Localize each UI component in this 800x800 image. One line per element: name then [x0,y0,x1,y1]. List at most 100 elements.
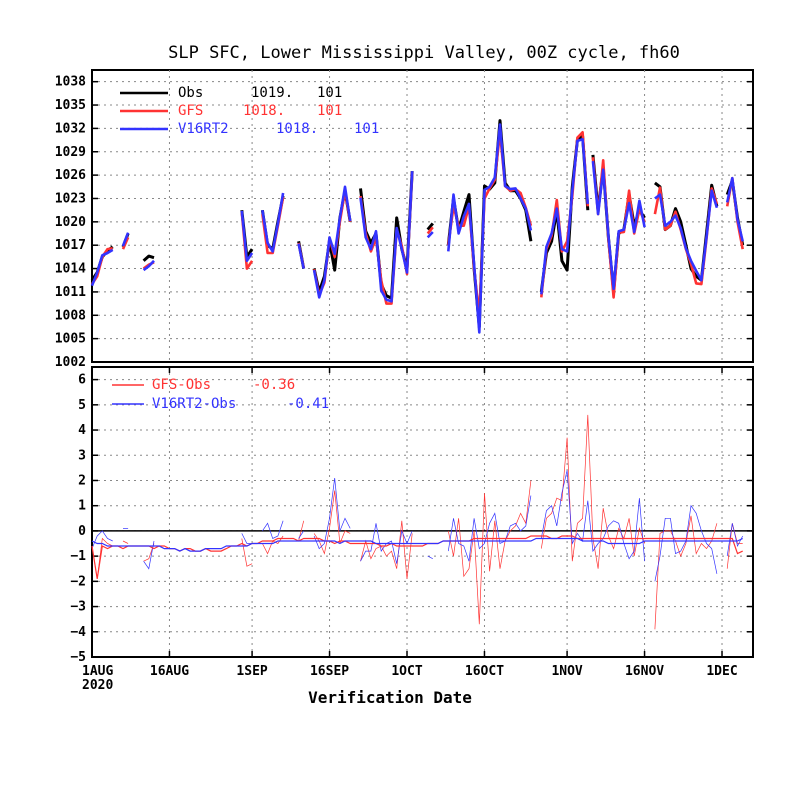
legend-label-obs: Obs [178,85,203,101]
series-line-gfs-obs-daily [122,540,129,544]
series-line-gfs-obs-daily [540,414,645,569]
slp-y-tick-label: 1023 [55,191,86,206]
slp-y-tick-label: 1014 [55,262,86,277]
series-line-v16rt2 [121,232,130,247]
diff-y-tick-label: 4 [78,423,86,438]
slp-y-tick-label: 1002 [55,355,86,370]
series-line-gfs [121,236,130,250]
diff-y-tick-label: 0 [78,524,86,539]
x-tick-label: 1DEC [706,664,737,679]
series-line-obs [312,189,352,294]
series-line-gfs [540,131,590,298]
legend-mean-v16rt2: 1018. [276,121,318,137]
series-line-v16rt2-obs-daily [540,470,645,562]
slp-panel-frame [91,69,754,363]
series-line-v16rt2-obs-daily [298,530,304,539]
series-line-v16rt2 [426,231,434,239]
slp-legend: Obs 1019. 101 GFS 1018. 101 V16RT2 1018.… [120,85,379,137]
x-tick-label: 16NOV [625,664,664,679]
legend-label-gfs: GFS [178,103,203,119]
legend-mean-obs: 1019. [251,85,293,101]
legend-mean-v16rt2-obs: -0.41 [287,396,329,412]
slp-series [90,119,745,334]
slp-y-tick-label: 1005 [55,332,86,347]
legend-mean-gfs-obs: -0.36 [253,377,295,393]
series-line-gfs-obs-mean [91,535,743,579]
legend-mean-gfs: 1018. [243,103,285,119]
series-line-v16rt2 [654,189,719,282]
x-tick-label: 1NOV [551,664,582,679]
x-tick-label: 16OCT [465,664,504,679]
diff-y-tick-label: 1 [78,499,86,514]
diff-grid [92,367,753,657]
series-line-obs [426,222,434,231]
series-line-v16rt2 [240,210,254,263]
series-line-v16rt2-obs-daily [143,540,155,570]
series-line-gfs-obs-daily [241,538,253,567]
slp-y-tick-label: 1017 [55,238,86,253]
diff-y-tick-label: −5 [70,650,86,665]
series-line-v16rt2 [447,123,533,334]
series-line-v16rt2-obs-mean [91,537,743,552]
slp-y-tick-label: 1029 [55,145,86,160]
series-line-obs [359,171,414,300]
diff-series [91,414,744,630]
series-line-obs [142,254,155,262]
series-line-v16rt2-obs-daily [262,520,284,539]
series-line-gfs-obs-daily [313,490,351,555]
x-tick-label: 16SEP [310,664,349,679]
diff-y-tick-label: 3 [78,448,86,463]
series-line-v16rt2 [297,243,305,269]
series-line-gfs [591,157,646,299]
legend-label-v16rt2-obs: V16RT2-Obs [152,396,236,412]
series-line-v16rt2 [90,248,114,287]
series-line-v16rt2-obs-daily [313,477,351,550]
diff-panel: −5 −4 −3 −2 −1 0 1 2 3 4 5 6 GFS-Obs -0.36 V16RT2-O… [70,366,754,693]
chart-title: SLP SFC, Lower Mississippi Valley, 00Z c… [168,43,680,63]
slp-y-tick-label: 1008 [55,308,86,323]
slp-y-tick-label: 1011 [55,285,86,300]
diff-y-tick-label: 6 [78,373,86,388]
series-line-gfs [359,171,414,305]
diff-y-tick-label: −1 [70,549,86,564]
slp-y-tick-label: 1038 [55,75,86,90]
series-line-v16rt2 [312,185,352,299]
x-tick-label: 16AUG [150,664,189,679]
series-line-v16rt2 [725,176,744,242]
x-tick-year: 2020 [82,678,113,693]
slp-y-tick-label: 1026 [55,168,86,183]
slp-y-ticks: 1002 1005 1008 1011 1014 1017 1020 1023 1026 1029… [55,75,753,370]
diff-y-tick-label: 5 [78,398,86,413]
diff-panel-frame [91,366,754,658]
series-line-v16rt2-obs-daily [241,533,253,544]
legend-label-v16rt2: V16RT2 [178,121,229,137]
series-line-gfs-obs-daily [360,520,413,579]
diff-y-tick-label: −4 [70,625,86,640]
series-line-obs [539,134,590,293]
x-tick-label: 1AUG [82,664,113,679]
diff-legend: GFS-Obs -0.36 V16RT2-Obs -0.41 [112,377,329,412]
series-line-v16rt2 [359,171,414,303]
x-axis-label: Verification Date [308,688,472,707]
slp-y-tick-label: 1020 [55,215,86,230]
series-line-v16rt2 [591,160,646,291]
slp-y-tick-label: 1032 [55,121,86,136]
series-line-gfs-obs-daily [91,537,113,579]
legend-count-v16rt2: 101 [354,121,379,137]
series-line-v16rt2-obs-daily [91,530,113,549]
legend-count-gfs: 101 [317,103,342,119]
series-line-v16rt2 [261,192,285,253]
slp-panel: 1002 1005 1008 1011 1014 1017 1020 1023 1026 1029… [55,69,754,370]
x-axis-ticks: 1AUG 16AUG 1SEP 16SEP 1OCT 16OCT 1NOV 16NOV 1DEC… [82,367,738,693]
series-line-v16rt2-obs-daily [726,523,744,557]
diff-y-tick-label: 2 [78,473,86,488]
legend-count-obs: 101 [317,85,342,101]
x-tick-label: 1SEP [236,664,267,679]
series-line-v16rt2-obs-daily [427,555,433,560]
series-line-v16rt2 [142,259,155,272]
legend-label-gfs-obs: GFS-Obs [152,377,211,393]
diff-y-tick-label: −3 [70,600,86,615]
series-line-gfs-obs-daily [654,515,718,630]
slp-grid [92,70,753,362]
series-line-v16rt2 [540,138,590,295]
